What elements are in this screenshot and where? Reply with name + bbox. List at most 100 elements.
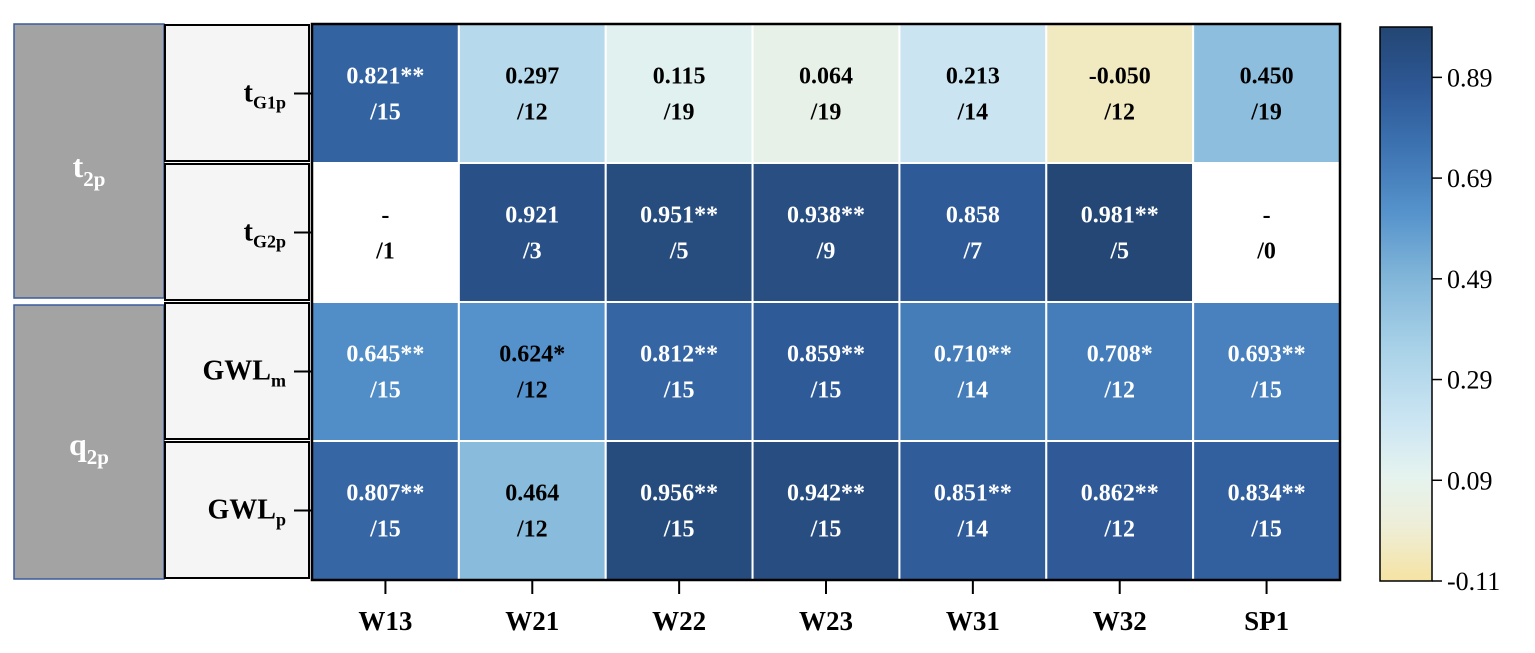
- heatmap-cell: [604, 23, 754, 164]
- group-box: [13, 304, 165, 580]
- group-box: [13, 23, 165, 299]
- heatmap-cell: [751, 301, 901, 442]
- cell-count-label: /12: [516, 517, 548, 543]
- row-label-box: [164, 441, 310, 579]
- row-label-main: GWL: [203, 356, 271, 387]
- cell-value-label: -: [381, 203, 389, 229]
- group-label: q2p: [69, 426, 109, 469]
- cell-count-label: /15: [1250, 517, 1282, 543]
- cell-count-label: /12: [516, 378, 548, 404]
- row-label-main: t: [244, 217, 254, 248]
- cell-count-label: /19: [1250, 100, 1282, 126]
- cell-value-label: 0.858: [946, 203, 1000, 229]
- cell-value-label: -0.050: [1089, 64, 1151, 90]
- heatmap-cell: [311, 440, 460, 581]
- row-label: tG1p: [244, 78, 286, 113]
- cell-count-label: /9: [816, 239, 836, 265]
- heatmap-cell: [604, 440, 754, 581]
- heatmap-cell: [1045, 23, 1195, 164]
- heatmap-cell: [457, 23, 607, 164]
- cell-count-label: /15: [810, 517, 842, 543]
- cell-value-label: 0.938**: [787, 203, 865, 229]
- group-label-subscript: 2p: [87, 445, 109, 469]
- cell-count-label: /15: [810, 378, 842, 404]
- cell-value-label: 0.064: [799, 64, 853, 90]
- cell-count-label: /12: [1103, 100, 1135, 126]
- heatmap-cell: [898, 23, 1048, 164]
- cell-value-label: 0.450: [1240, 64, 1294, 90]
- colorbar-tick-label: 0.49: [1447, 265, 1493, 294]
- heatmap-cell: [311, 301, 460, 442]
- cell-count-label: /14: [957, 517, 989, 543]
- heatmap-cell: [457, 162, 607, 303]
- cell-count-label: /12: [1103, 517, 1135, 543]
- heatmap-cell: [1045, 162, 1195, 303]
- cell-count-label: /0: [1256, 239, 1276, 265]
- cell-value-label: 0.624*: [499, 342, 565, 368]
- cell-value-label: 0.464: [505, 481, 559, 507]
- heatmap-cell: [1045, 301, 1195, 442]
- heatmap-cell: [311, 162, 460, 303]
- heatmap-cell: [751, 23, 901, 164]
- row-label: GWLm: [203, 356, 286, 391]
- cell-value-label: 0.708*: [1087, 342, 1153, 368]
- row-label-subscript: m: [271, 371, 286, 391]
- heatmap-cell: [751, 162, 901, 303]
- row-label-box: [164, 163, 310, 301]
- x-tick-label: W13: [358, 606, 412, 636]
- cell-value-label: 0.862**: [1081, 481, 1159, 507]
- cell-count-label: /15: [369, 100, 401, 126]
- group-label-subscript: 2p: [83, 167, 105, 191]
- cell-count-label: /15: [663, 517, 695, 543]
- cell-value-label: 0.807**: [346, 481, 424, 507]
- heatmap-cell: [604, 301, 754, 442]
- cell-value-label: 0.981**: [1081, 203, 1159, 229]
- colorbar-gradient: [1379, 26, 1433, 582]
- cell-value-label: 0.859**: [787, 342, 865, 368]
- cell-count-label: /19: [810, 100, 842, 126]
- cell-count-label: /15: [369, 517, 401, 543]
- cell-count-label: /12: [516, 100, 548, 126]
- cell-value-label: 0.645**: [346, 342, 424, 368]
- cell-count-label: /1: [375, 239, 395, 265]
- x-tick-label: SP1: [1244, 606, 1289, 636]
- x-tick-label: W23: [799, 606, 853, 636]
- cell-value-label: 0.921: [505, 203, 559, 229]
- colorbar-tick-label: -0.11: [1447, 567, 1500, 596]
- cell-count-label: /12: [1103, 378, 1135, 404]
- x-axis: W13 W21 W22 W23 W31 W32 SP1: [358, 580, 1289, 636]
- cell-value-label: 0.297: [505, 64, 559, 90]
- cell-count-label: /5: [1109, 239, 1129, 265]
- cell-count-label: /14: [957, 100, 989, 126]
- cell-value-label: 0.693**: [1228, 342, 1306, 368]
- cell-value-label: 0.812**: [640, 342, 718, 368]
- row-label-box: [164, 302, 310, 440]
- cell-value-label: 0.942**: [787, 481, 865, 507]
- cell-value-label: 0.821**: [346, 64, 424, 90]
- row-label-subscript: G1p: [253, 93, 286, 113]
- heatmap-cell: [311, 23, 460, 164]
- cell-count-label: /15: [663, 378, 695, 404]
- cell-value-label: 0.115: [653, 64, 706, 90]
- colorbar-tick-label: 0.89: [1447, 63, 1493, 92]
- colorbar-tick-label: 0.69: [1447, 164, 1493, 193]
- cell-count-label: /14: [957, 378, 989, 404]
- x-tick-label: W32: [1093, 606, 1147, 636]
- heatmap-cell: [898, 440, 1048, 581]
- heatmap-cells: 0.821** /15 0.297/12 0.115/19 0.064/19 0.213 /…: [310, 22, 1342, 582]
- row-label: GWLp: [208, 495, 286, 530]
- heatmap-cell: [898, 162, 1048, 303]
- heatmap-cell: [457, 301, 607, 442]
- cell-value-label: 0.851**: [934, 481, 1012, 507]
- cell-count-label: /15: [1250, 378, 1282, 404]
- heatmap-cell: [457, 440, 607, 581]
- cell-count-label: /5: [669, 239, 689, 265]
- heatmap-cell: [1192, 162, 1341, 303]
- row-label-subscript: p: [276, 510, 286, 530]
- heatmap-cell: [1192, 23, 1341, 164]
- heatmap-cell: [604, 162, 754, 303]
- cell-count-label: /3: [522, 239, 542, 265]
- x-tick-label: W31: [946, 606, 1000, 636]
